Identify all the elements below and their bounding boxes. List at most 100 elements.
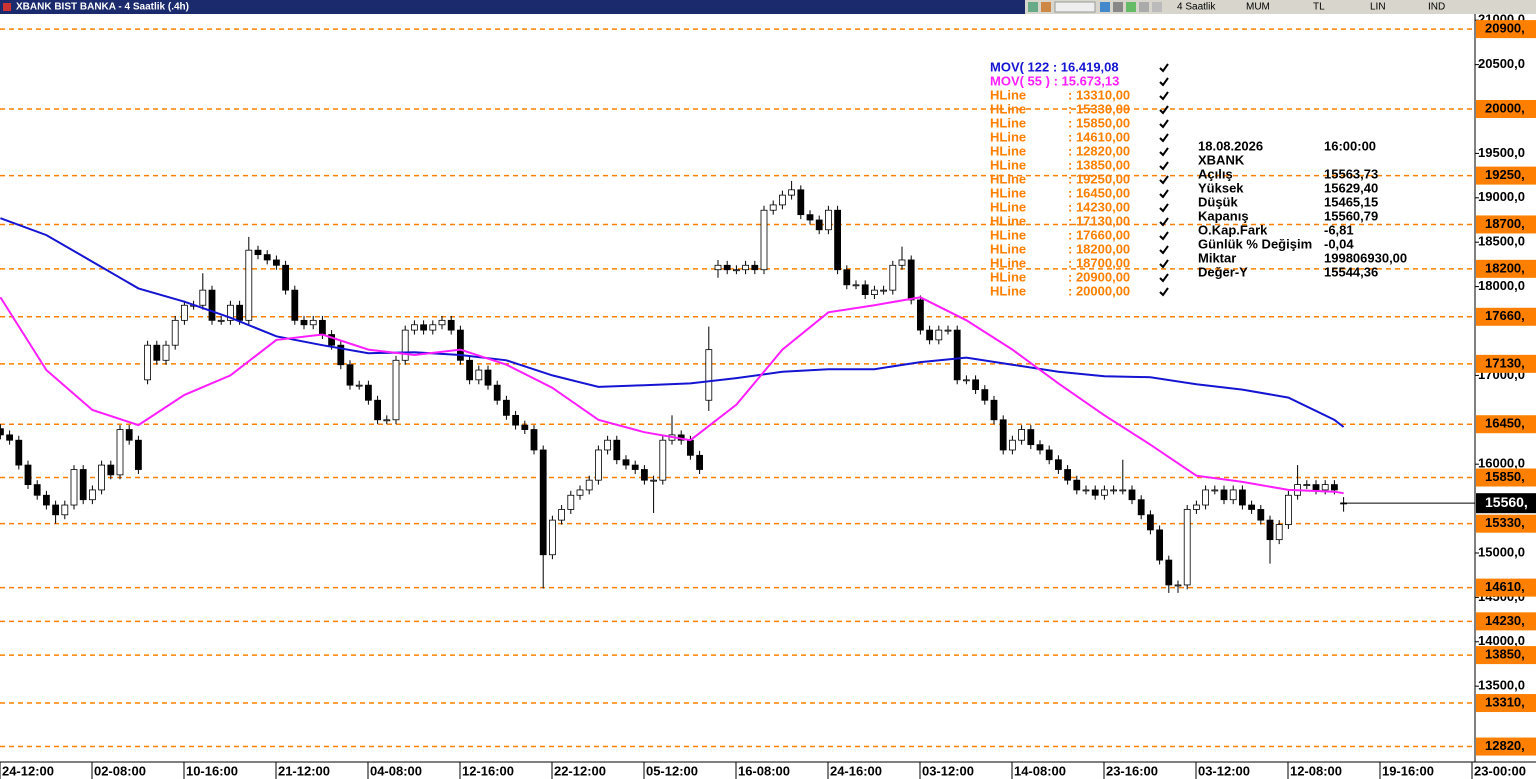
candle-body	[981, 389, 989, 401]
legend-hline-value: : 14610,00	[1068, 129, 1130, 144]
x-tick-label: 04-08:00	[370, 763, 422, 778]
hline-label-box	[1476, 166, 1536, 185]
hline-label-box	[1476, 694, 1536, 713]
candle-body	[180, 304, 188, 321]
legend-check	[1159, 105, 1169, 115]
candle-body	[0, 428, 4, 436]
candle-body	[539, 449, 547, 556]
candle-body	[1082, 489, 1090, 492]
candle-body	[953, 329, 961, 381]
legend-hline-name: HLine	[990, 87, 1026, 102]
toolbar-button[interactable]: LIN	[1370, 2, 1386, 13]
candle-body	[1220, 489, 1228, 501]
candle-body	[843, 269, 851, 286]
candle-body	[420, 324, 428, 331]
hline-label: 20900,	[1485, 21, 1525, 36]
candle-body	[1312, 484, 1320, 491]
candle-body	[549, 519, 556, 556]
candle-body	[1303, 484, 1311, 487]
hline-label-box	[1476, 737, 1536, 756]
legend-check	[1159, 273, 1169, 283]
candle-body	[1165, 559, 1173, 586]
toolbar-button[interactable]: MUM	[1246, 2, 1270, 13]
candle-body	[1147, 514, 1154, 531]
toolbar-button[interactable]: IND	[1428, 2, 1445, 13]
candle-body	[1091, 489, 1099, 496]
legend-hline-value: : 20900,00	[1068, 269, 1130, 284]
candle-body	[1064, 469, 1071, 481]
candle-body	[355, 384, 363, 387]
legend-hline-name: HLine	[990, 171, 1026, 186]
info-label: Düşük	[1198, 194, 1239, 209]
candle-body	[392, 359, 400, 421]
info-label: Yüksek	[1198, 180, 1244, 195]
y-tick-label: 16000,0	[1478, 456, 1525, 471]
hline-label-box	[1476, 215, 1536, 234]
hline-label: 18200,	[1485, 260, 1525, 275]
candle-body	[852, 284, 860, 287]
candle-body	[98, 464, 105, 491]
hline-label-box	[1476, 468, 1536, 487]
candle-body	[1275, 524, 1283, 541]
legend-hline-value: : 16450,00	[1068, 185, 1130, 200]
hline-label: 19250,	[1485, 167, 1525, 182]
legend-series: MOV( 122 : 16.419,08	[990, 59, 1119, 74]
legend-hline-value: : 12820,00	[1068, 143, 1130, 158]
legend-hline-value: : 19250,00	[1068, 171, 1130, 186]
candle-body	[1331, 484, 1338, 491]
y-tick-label: 19500,0	[1478, 145, 1525, 160]
legend-check	[1159, 175, 1169, 185]
candle-body	[15, 439, 23, 466]
candle-body	[1193, 504, 1200, 510]
candle-body	[291, 289, 299, 321]
info-value: 15544,36	[1324, 264, 1378, 279]
candle-body	[898, 259, 906, 266]
info-label: Değer-Y	[1198, 264, 1248, 279]
hline-label: 15850,	[1485, 469, 1525, 484]
candle-body	[383, 419, 391, 422]
candle-body	[567, 494, 575, 510]
toolbar-button[interactable]: 4 Saatlik	[1177, 2, 1216, 13]
x-tick-label: 24-12:00	[2, 763, 54, 778]
hline-label: 17130,	[1485, 355, 1525, 370]
candle-body	[346, 364, 354, 386]
legend-hline-name: HLine	[990, 227, 1026, 242]
candle-body	[1110, 489, 1117, 492]
candle-body	[834, 209, 841, 271]
candle-body	[1174, 584, 1182, 587]
x-tick-label: 10-16:00	[186, 763, 238, 778]
hline-label: 12820,	[1485, 738, 1525, 753]
legend-check	[1159, 161, 1169, 171]
candle-body	[1027, 429, 1035, 446]
legend-check	[1159, 231, 1169, 241]
legend-series: MOV( 55 ) : 15.673,13	[990, 73, 1119, 88]
info-value: -6,81	[1324, 222, 1354, 237]
candle-body	[733, 269, 740, 272]
y-tick-label: 15000,0	[1478, 544, 1525, 559]
legend-hline-name: HLine	[990, 101, 1026, 116]
legend-hline-name: HLine	[990, 129, 1026, 144]
candle-body	[963, 379, 970, 382]
candle-body	[1036, 444, 1044, 451]
candle-body	[429, 324, 437, 331]
candle-body	[760, 209, 768, 271]
x-tick-label: 16-08:00	[738, 763, 790, 778]
candle-body	[779, 194, 786, 206]
candle-body	[24, 464, 32, 486]
legend-check	[1159, 217, 1169, 227]
candle-body	[502, 399, 510, 416]
legend-hline-name: HLine	[990, 199, 1026, 214]
hline-label-box	[1476, 20, 1536, 39]
candle-body	[806, 214, 814, 221]
candle-body	[861, 284, 869, 295]
hline-label: 15330,	[1485, 515, 1525, 530]
candle-body	[1285, 494, 1292, 525]
legend-hline-name: HLine	[990, 255, 1026, 270]
legend-hline-name: HLine	[990, 269, 1026, 284]
candle-body	[493, 384, 501, 401]
candle-body	[1137, 499, 1145, 516]
toolbar-button[interactable]: TL	[1313, 2, 1325, 13]
candle-body	[742, 264, 749, 271]
legend-check	[1159, 259, 1169, 269]
